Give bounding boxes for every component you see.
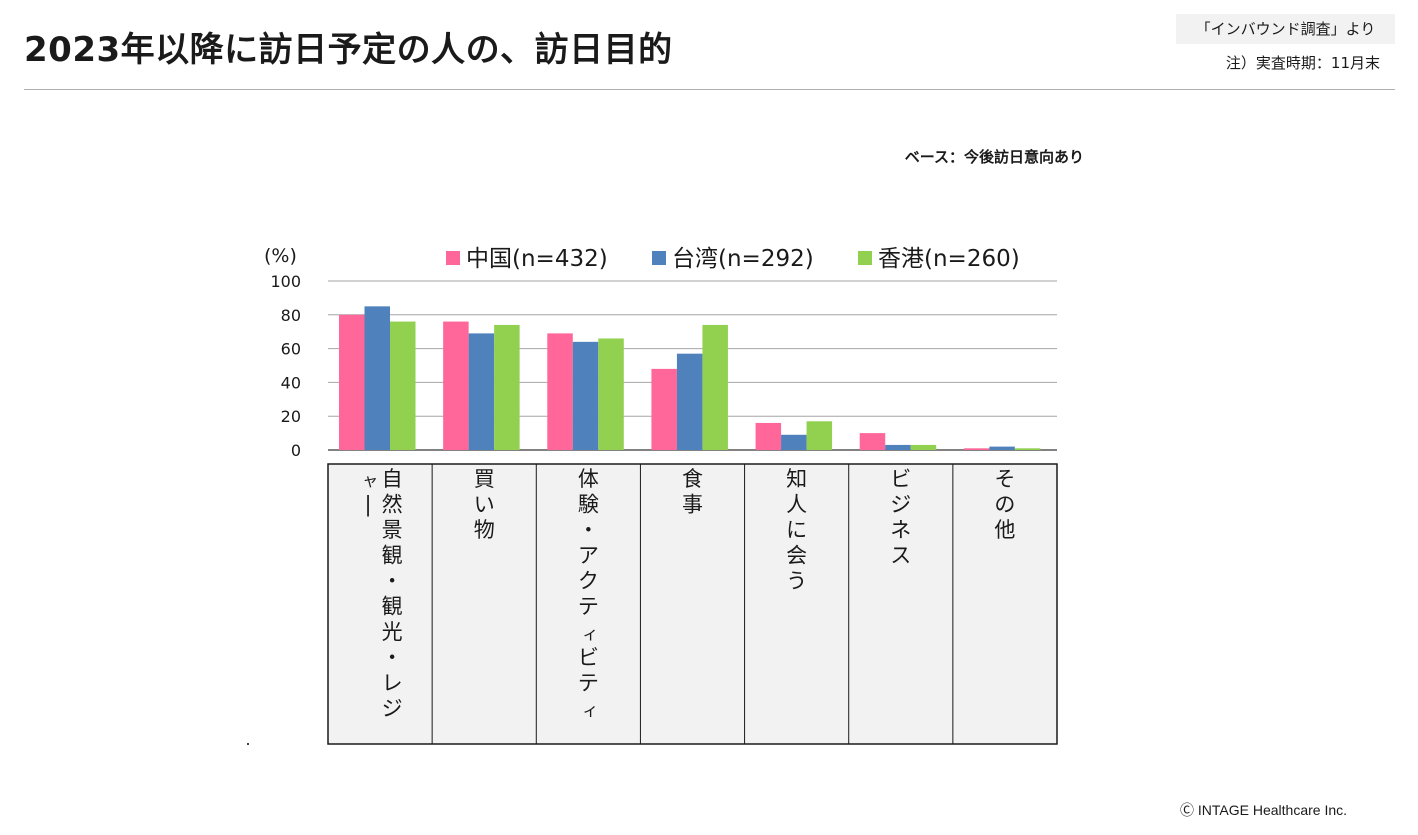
- category-label-char: の: [994, 493, 1015, 517]
- y-tick-label: 40: [281, 373, 301, 392]
- category-label-char: |: [365, 493, 372, 518]
- bar: [598, 338, 624, 450]
- category-label-char: 体: [578, 467, 599, 491]
- legend: 中国(n=432) 台湾(n=292) 香港(n=260): [446, 246, 1020, 272]
- category-label-char: ク: [578, 569, 599, 593]
- category-label-char: ア: [578, 544, 599, 568]
- legend-swatch: [652, 251, 666, 265]
- bar: [494, 324, 520, 450]
- page-title: 2023年以降に訪日予定の人の、訪日目的: [24, 30, 673, 70]
- category-label-char: に: [786, 518, 807, 542]
- category-label-char: ・: [382, 569, 403, 593]
- category-label-char: 観: [382, 595, 403, 619]
- category-label-char: 景: [382, 518, 403, 542]
- category-label-char: ネ: [890, 518, 911, 542]
- category-label-char: ャ: [362, 471, 378, 490]
- bar: [547, 333, 573, 450]
- legend-label: 香港(n=260): [878, 246, 1020, 272]
- category-label-char: ビ: [890, 467, 911, 491]
- category-label-char: テ: [578, 595, 599, 619]
- category-label-char: そ: [994, 467, 1015, 491]
- bar: [572, 341, 599, 450]
- bar: [910, 444, 937, 450]
- bar: [390, 321, 416, 450]
- copyright: Ⓒ INTAGE Healthcare Inc.: [1180, 802, 1348, 818]
- bar: [443, 321, 469, 450]
- bar: [885, 444, 911, 450]
- legend-swatch: [446, 251, 460, 265]
- bar: [1014, 448, 1041, 450]
- category-label-char: ィ: [582, 701, 598, 720]
- survey-period-note: 注）実査時期：11月末: [1225, 54, 1380, 72]
- category-label-char: ィ: [582, 624, 598, 643]
- category-label-char: 買: [474, 467, 495, 491]
- category-label-char: 食: [682, 467, 703, 491]
- category-label-char: ス: [890, 544, 911, 568]
- bar: [989, 446, 1015, 450]
- legend-swatch: [858, 251, 872, 265]
- category-label: 食事: [682, 467, 703, 517]
- y-tick-label: 100: [270, 272, 301, 291]
- category-label-char: う: [786, 569, 807, 593]
- category-label-char: ・: [578, 518, 599, 542]
- bar: [859, 433, 886, 450]
- source-label: 「インバウンド調査」より: [1176, 14, 1395, 44]
- bars: [339, 306, 1041, 450]
- category-label-char: ジ: [382, 697, 403, 721]
- y-tick-label: 60: [281, 340, 301, 359]
- bar: [468, 333, 495, 450]
- bar: [755, 422, 782, 450]
- category-label-char: ビ: [578, 646, 599, 670]
- base-note: ベース：今後訪日意向あり: [904, 148, 1084, 166]
- category-label-char: 観: [382, 544, 403, 568]
- bar: [364, 306, 390, 450]
- bar: [702, 324, 728, 450]
- category-table-frame: [327, 463, 1058, 745]
- bar: [651, 368, 677, 450]
- category-label-char: い: [474, 493, 495, 517]
- category-label-char: 他: [994, 518, 1015, 542]
- category-label-char: 事: [682, 493, 703, 517]
- category-label-char: ・: [382, 646, 403, 670]
- category-label-char: 光: [382, 620, 403, 644]
- legend-label: 台湾(n=292): [672, 246, 814, 272]
- y-tick-label: 0: [291, 441, 301, 460]
- stray-dot: [247, 743, 249, 745]
- category-label-char: 物: [474, 518, 495, 542]
- bar: [963, 448, 990, 450]
- header-divider: [24, 89, 1395, 90]
- bar: [676, 353, 703, 450]
- category-label-char: レ: [382, 671, 403, 695]
- bar: [339, 314, 365, 450]
- category-label-char: 然: [382, 493, 403, 517]
- y-axis-ticks: 0 20 40 60 80 100: [270, 272, 301, 460]
- category-label-char: 自: [382, 467, 403, 491]
- category-label: その他: [994, 467, 1015, 542]
- legend-label: 中国(n=432): [466, 246, 608, 272]
- category-label-char: 知: [786, 467, 807, 491]
- category-label-char: 人: [786, 493, 807, 517]
- y-tick-label: 20: [281, 407, 301, 426]
- y-axis-unit-label: (%): [264, 245, 297, 267]
- category-label: 買い物: [474, 467, 495, 542]
- category-label-char: テ: [578, 671, 599, 695]
- category-label-char: ジ: [890, 493, 911, 517]
- y-tick-label: 80: [281, 306, 301, 325]
- bar: [781, 434, 807, 450]
- category-label-char: 験: [578, 493, 599, 517]
- category-label-char: 会: [786, 544, 807, 568]
- bar: [806, 421, 833, 450]
